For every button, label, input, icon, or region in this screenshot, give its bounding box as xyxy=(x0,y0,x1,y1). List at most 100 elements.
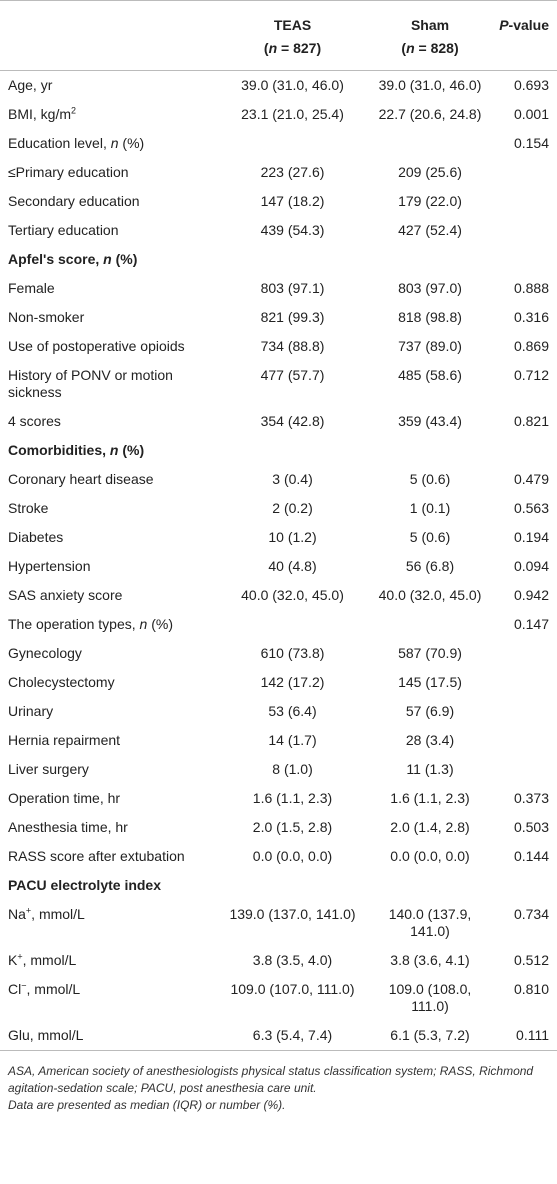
footnote: ASA, American society of anesthesiologis… xyxy=(0,1051,557,1114)
cell-p: 0.888 xyxy=(490,274,557,303)
cell-teas: 6.3 (5.4, 7.4) xyxy=(215,1021,370,1051)
label-part: , mmol/L xyxy=(31,906,85,922)
table-header: TEAS (n = 827) Sham (n = 828) P-value xyxy=(0,0,557,71)
cell-p: 0.147 xyxy=(490,610,557,639)
cell-teas: 803 (97.1) xyxy=(215,274,370,303)
cell-teas xyxy=(215,436,370,465)
table-row: BMI, kg/m2 23.1 (21.0, 25.4) 22.7 (20.6, 2… xyxy=(0,100,557,129)
cell-teas: 40.0 (32.0, 45.0) xyxy=(215,581,370,610)
footnote-line: Data are presented as median (IQR) or nu… xyxy=(8,1098,286,1112)
cell-value: 1.6 (1.1, 2.3) xyxy=(252,790,333,806)
label-part: BMI, kg/m xyxy=(8,106,72,122)
cell-teas: 439 (54.3) xyxy=(215,216,370,245)
cell-p xyxy=(490,245,557,274)
label-part: Non-smoker xyxy=(8,309,85,325)
label-part: n xyxy=(103,251,112,267)
cell-sham: 6.1 (5.3, 7.2) xyxy=(370,1021,490,1051)
cell-p: 0.869 xyxy=(490,332,557,361)
cell-value: 22.7 (20.6, 24.8) xyxy=(378,106,482,122)
cell-value: 354 (42.8) xyxy=(260,413,325,429)
label-part: n xyxy=(110,135,119,151)
cell-teas: 139.0 (137.0, 141.0) xyxy=(215,900,370,946)
table-row: Female 803 (97.1) 803 (97.0) 0.888 xyxy=(0,274,557,303)
cell-value: 0.316 xyxy=(513,309,549,325)
cell-teas: 477 (57.7) xyxy=(215,361,370,407)
label-part: Diabetes xyxy=(8,529,64,545)
cell-value: 0.503 xyxy=(513,819,549,835)
cell-value: 803 (97.0) xyxy=(398,280,462,296)
label-part: Cl xyxy=(8,981,22,997)
cell-p: 0.316 xyxy=(490,303,557,332)
cell-sham: 1.6 (1.1, 2.3) xyxy=(370,784,490,813)
label-part: Age, yr xyxy=(8,77,53,93)
column-n: ( xyxy=(263,40,269,56)
cell-value: 0.144 xyxy=(513,848,549,864)
cell-sham: 145 (17.5) xyxy=(370,668,490,697)
label-part: 4 scores xyxy=(8,413,61,429)
cell-value: 145 (17.5) xyxy=(398,674,462,690)
cell-sham: 209 (25.6) xyxy=(370,158,490,187)
cell-value: 0.111 xyxy=(516,1027,549,1043)
cell-value: 11 (1.3) xyxy=(406,761,454,777)
label-part: (%) xyxy=(111,251,138,267)
row-label: Secondary education xyxy=(0,187,215,216)
cell-teas: 147 (18.2) xyxy=(215,187,370,216)
row-label: Non-smoker xyxy=(0,303,215,332)
row-label: Diabetes xyxy=(0,523,215,552)
cell-p: 0.479 xyxy=(490,465,557,494)
cell-sham: 22.7 (20.6, 24.8) xyxy=(370,100,490,129)
label-part: Education level, xyxy=(8,135,111,151)
table-row: Diabetes 10 (1.2) 5 (0.6) 0.194 xyxy=(0,523,557,552)
row-label: RASS score after extubation xyxy=(0,842,215,871)
p-header: -value xyxy=(508,17,549,33)
cell-value: 803 (97.1) xyxy=(260,280,325,296)
label-part: Coronary heart disease xyxy=(8,471,154,487)
cell-value: 8 (1.0) xyxy=(272,761,313,777)
cell-value: 0.373 xyxy=(513,790,549,806)
cell-value: 0.563 xyxy=(513,500,549,516)
label-part: − xyxy=(21,980,27,991)
footnote-line: ASA, American society of anesthesiologis… xyxy=(8,1064,534,1095)
label-part: SAS anxiety score xyxy=(8,587,123,603)
cell-sham: 109.0 (108.0, 111.0) xyxy=(370,975,490,1021)
cell-value: 0.0 (0.0, 0.0) xyxy=(390,848,470,864)
cell-sham: 818 (98.8) xyxy=(370,303,490,332)
cell-value: 23.1 (21.0, 25.4) xyxy=(241,106,344,122)
label-part: n xyxy=(109,442,119,458)
row-label: 4 scores xyxy=(0,407,215,436)
cell-value: 40 (4.8) xyxy=(268,558,317,574)
cell-value: 53 (6.4) xyxy=(268,703,317,719)
cell-sham: 5 (0.6) xyxy=(370,465,490,494)
row-label: Use of postoperative opioids xyxy=(0,332,215,361)
cell-value: 57 (6.9) xyxy=(405,703,455,719)
table-row: Glu, mmol/L 6.3 (5.4, 7.4) 6.1 (5.3, 7.2) 0… xyxy=(0,1021,557,1051)
label-part: Glu, mmol/L xyxy=(8,1027,84,1043)
cell-teas: 53 (6.4) xyxy=(215,697,370,726)
cell-sham: 57 (6.9) xyxy=(370,697,490,726)
cell-value: 0.734 xyxy=(513,906,549,922)
cell-value: 3 (0.4) xyxy=(272,471,313,487)
cell-teas: 223 (27.6) xyxy=(215,158,370,187)
cell-p: 0.503 xyxy=(490,813,557,842)
label-part: Use of postoperative opioids xyxy=(8,338,185,354)
cell-sham: 28 (3.4) xyxy=(370,726,490,755)
cell-value: 179 (22.0) xyxy=(398,193,462,209)
cell-sham: 587 (70.9) xyxy=(370,639,490,668)
cell-sham: 737 (89.0) xyxy=(370,332,490,361)
cell-value: 439 (54.3) xyxy=(260,222,325,238)
row-label: ≤Primary education xyxy=(0,158,215,187)
cell-value: 818 (98.8) xyxy=(398,309,462,325)
label-part: , mmol/L xyxy=(26,981,81,997)
cell-sham: 359 (43.4) xyxy=(370,407,490,436)
cell-sham: 140.0 (137.9, 141.0) xyxy=(370,900,490,946)
label-part: Comorbidities, xyxy=(8,442,110,458)
cell-p xyxy=(490,216,557,245)
label-part: (%) xyxy=(147,616,173,632)
cell-teas: 109.0 (107.0, 111.0) xyxy=(215,975,370,1021)
table-row: Cl−, mmol/L 109.0 (107.0, 111.0) 109.0 (10… xyxy=(0,975,557,1021)
cell-p: 0.942 xyxy=(490,581,557,610)
column-name: TEAS xyxy=(273,17,312,33)
cell-p: 0.712 xyxy=(490,361,557,407)
row-label: BMI, kg/m2 xyxy=(0,100,215,129)
cell-value: 14 (1.7) xyxy=(268,732,317,748)
